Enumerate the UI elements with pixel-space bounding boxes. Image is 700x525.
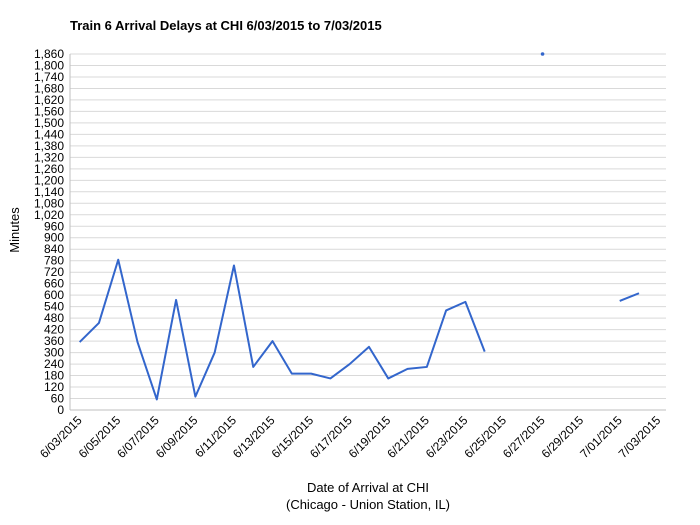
x-axis-label: Date of Arrival at CHI: [307, 480, 429, 495]
y-tick-label: 300: [44, 346, 64, 360]
x-axis-sublabel: (Chicago - Union Station, IL): [286, 497, 450, 512]
chart-title: Train 6 Arrival Delays at CHI 6/03/2015 …: [70, 18, 382, 33]
y-tick-label: 660: [44, 277, 64, 291]
y-tick-label: 840: [44, 242, 64, 256]
series-line: [619, 292, 640, 302]
y-tick-label: 1,260: [34, 162, 64, 176]
y-tick-label: 1,200: [34, 173, 64, 187]
y-tick-label: 60: [51, 392, 65, 406]
y-tick-label: 1,380: [34, 139, 64, 153]
y-tick-label: 1,320: [34, 150, 64, 164]
series-line: [78, 258, 486, 401]
y-tick-label: 1,800: [34, 58, 64, 72]
y-tick-label: 240: [44, 357, 64, 371]
y-tick-label: 1,020: [34, 208, 64, 222]
y-tick-label: 1,080: [34, 196, 64, 210]
y-tick-label: 1,680: [34, 81, 64, 95]
y-tick-label: 420: [44, 323, 64, 337]
y-tick-label: 1,140: [34, 185, 64, 199]
y-tick-label: 1,440: [34, 127, 64, 141]
y-tick-label: 720: [44, 265, 64, 279]
y-tick-label: 600: [44, 288, 64, 302]
y-tick-label: 180: [44, 369, 64, 383]
y-tick-label: 1,560: [34, 104, 64, 118]
y-tick-label: 540: [44, 300, 64, 314]
y-axis-label: Minutes: [7, 207, 22, 253]
y-tick-label: 1,500: [34, 116, 64, 130]
y-tick-label: 960: [44, 219, 64, 233]
series-layer: [78, 52, 640, 401]
y-tick-label: 0: [57, 403, 64, 417]
y-tick-label: 120: [44, 380, 64, 394]
y-tick-label: 1,860: [34, 47, 64, 61]
y-tick-labels: 0601201802403003604204805406006607207808…: [34, 47, 64, 417]
y-tick-label: 1,740: [34, 70, 64, 84]
y-tick-label: 900: [44, 231, 64, 245]
x-tick-label: 7/03/2015: [616, 413, 664, 461]
x-tick-label: 6/09/2015: [153, 413, 201, 461]
y-tick-label: 360: [44, 334, 64, 348]
data-point: [540, 52, 545, 56]
y-tick-label: 1,620: [34, 93, 64, 107]
y-tick-label: 480: [44, 311, 64, 325]
x-tick-labels: 6/03/20156/05/20156/07/20156/09/20156/11…: [37, 413, 664, 461]
grid-lines: [69, 53, 666, 411]
y-tick-label: 780: [44, 254, 64, 268]
